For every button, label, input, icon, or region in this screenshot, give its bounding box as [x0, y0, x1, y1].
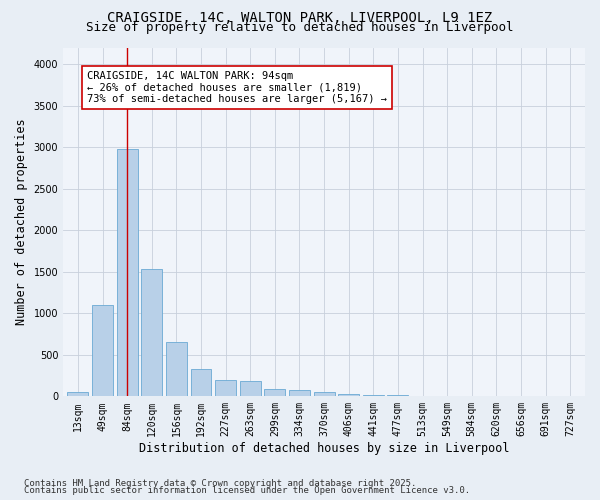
Bar	[166, 342, 187, 396]
Text: Contains public sector information licensed under the Open Government Licence v3: Contains public sector information licen…	[24, 486, 470, 495]
Text: Size of property relative to detached houses in Liverpool: Size of property relative to detached ho…	[86, 22, 514, 35]
Text: CRAIGSIDE, 14C WALTON PARK: 94sqm
← 26% of detached houses are smaller (1,819)
7: CRAIGSIDE, 14C WALTON PARK: 94sqm ← 26% …	[87, 71, 387, 104]
Bar	[289, 390, 310, 396]
Bar	[117, 149, 137, 396]
Bar	[191, 369, 211, 396]
Text: CRAIGSIDE, 14C, WALTON PARK, LIVERPOOL, L9 1EZ: CRAIGSIDE, 14C, WALTON PARK, LIVERPOOL, …	[107, 11, 493, 25]
Bar	[92, 305, 113, 396]
Bar	[388, 395, 409, 396]
Bar	[67, 392, 88, 396]
Bar	[240, 381, 261, 396]
Bar	[314, 392, 335, 396]
Bar	[265, 389, 286, 396]
Y-axis label: Number of detached properties: Number of detached properties	[15, 118, 28, 325]
Bar	[338, 394, 359, 396]
Bar	[142, 270, 162, 396]
Bar	[363, 394, 384, 396]
Bar	[215, 380, 236, 396]
X-axis label: Distribution of detached houses by size in Liverpool: Distribution of detached houses by size …	[139, 442, 509, 455]
Text: Contains HM Land Registry data © Crown copyright and database right 2025.: Contains HM Land Registry data © Crown c…	[24, 478, 416, 488]
